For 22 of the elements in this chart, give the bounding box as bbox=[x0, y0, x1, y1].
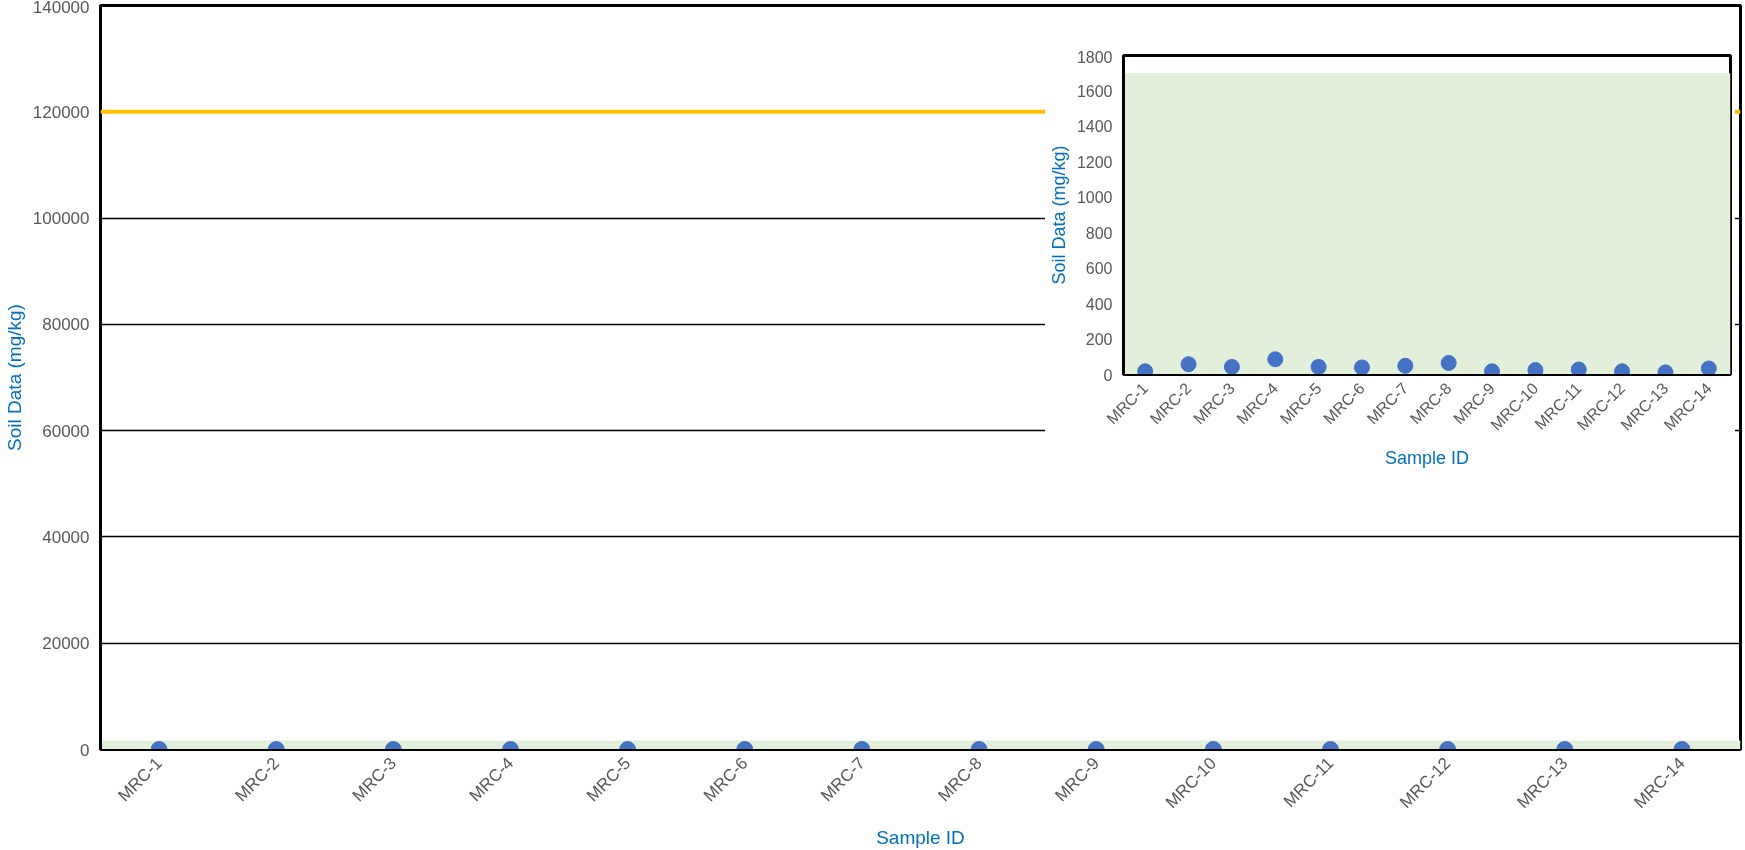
y-tick-label: 1800 bbox=[1076, 48, 1113, 66]
y-axis-title: Soil Data (mg/kg) bbox=[1048, 145, 1069, 285]
y-tick-label: 0 bbox=[1103, 366, 1113, 384]
x-axis-title: Sample ID bbox=[876, 826, 965, 848]
y-tick-label: 400 bbox=[1085, 295, 1113, 313]
y-tick-label: 600 bbox=[1085, 260, 1113, 278]
y-tick-label: 60000 bbox=[42, 421, 90, 441]
y-tick-label: 40000 bbox=[42, 527, 90, 547]
y-tick-label: 1600 bbox=[1076, 82, 1113, 100]
y-tick-label: 1400 bbox=[1076, 118, 1113, 136]
y-tick-label: 80000 bbox=[42, 315, 90, 335]
y-tick-label: 1200 bbox=[1076, 153, 1113, 171]
y-tick-label: 800 bbox=[1085, 224, 1113, 242]
y-tick-label: 200 bbox=[1085, 331, 1113, 349]
y-tick-label: 20000 bbox=[42, 634, 90, 654]
y-tick-label: 0 bbox=[80, 740, 90, 760]
y-tick-label: 140000 bbox=[32, 0, 90, 17]
y-tick-label: 120000 bbox=[32, 102, 90, 122]
x-axis-title: Sample ID bbox=[1384, 447, 1470, 468]
y-tick-label: 1000 bbox=[1076, 189, 1113, 207]
y-tick-label: 100000 bbox=[32, 209, 90, 229]
y-axis-title: Soil Data (mg/kg) bbox=[3, 304, 25, 451]
